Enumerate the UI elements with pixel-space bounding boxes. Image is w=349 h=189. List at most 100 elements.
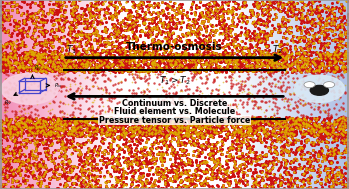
Point [174, 164, 179, 167]
Point [22, 124, 27, 127]
Point [82, 174, 87, 177]
Point [196, 44, 202, 47]
Point [170, 13, 175, 16]
Point [15, 167, 21, 170]
Point [264, 67, 270, 70]
Point [240, 171, 246, 174]
Point [127, 143, 133, 146]
Point [102, 67, 107, 70]
Point [139, 131, 144, 134]
Point [90, 60, 96, 63]
Point [318, 147, 324, 150]
Point [265, 117, 271, 120]
Point [126, 68, 132, 71]
Point [81, 63, 86, 66]
Point [309, 165, 315, 168]
Point [339, 58, 344, 61]
Point [216, 162, 222, 165]
Point [335, 43, 341, 46]
Point [165, 60, 171, 63]
Point [53, 171, 59, 174]
Point [283, 31, 288, 34]
Point [111, 49, 116, 52]
Point [331, 89, 336, 92]
Point [183, 116, 188, 119]
Point [223, 123, 228, 126]
Point [144, 54, 149, 57]
Point [147, 181, 153, 184]
Point [240, 176, 246, 179]
Point [297, 46, 303, 49]
Point [263, 100, 269, 103]
Point [313, 126, 318, 129]
Point [162, 136, 168, 139]
Point [111, 139, 116, 142]
Point [280, 181, 285, 184]
Point [315, 5, 321, 8]
Point [301, 52, 307, 55]
Point [315, 15, 321, 18]
Point [313, 64, 318, 67]
Point [288, 134, 294, 137]
Point [289, 137, 295, 140]
Point [301, 174, 306, 177]
Point [62, 130, 68, 133]
Point [316, 52, 321, 55]
Point [59, 68, 64, 71]
Point [248, 117, 254, 120]
Point [142, 54, 147, 57]
Point [309, 160, 314, 163]
Point [300, 104, 306, 107]
Point [229, 147, 234, 150]
Point [268, 89, 274, 92]
Point [284, 127, 290, 130]
Point [228, 30, 233, 33]
Point [4, 160, 9, 163]
Point [73, 120, 78, 123]
Point [133, 111, 138, 114]
Point [39, 60, 44, 63]
Point [35, 4, 40, 7]
Point [119, 127, 124, 130]
Point [236, 85, 242, 88]
Point [28, 70, 33, 73]
Point [205, 119, 210, 122]
Point [159, 170, 164, 173]
Point [190, 164, 195, 167]
Point [40, 165, 46, 168]
Point [67, 129, 72, 132]
Point [104, 11, 110, 14]
Point [132, 171, 138, 174]
Point [94, 163, 99, 166]
Point [74, 89, 80, 92]
Point [281, 166, 286, 169]
Point [149, 142, 155, 145]
Point [272, 54, 277, 57]
Point [161, 36, 167, 39]
Point [279, 43, 284, 46]
Point [175, 53, 181, 57]
Point [275, 31, 281, 34]
Point [87, 16, 93, 19]
Point [54, 3, 59, 6]
Point [68, 53, 73, 56]
Point [202, 27, 208, 30]
Point [235, 137, 240, 140]
Point [161, 23, 166, 26]
Point [138, 53, 143, 56]
Point [37, 41, 42, 44]
Point [269, 130, 275, 133]
Point [256, 75, 261, 78]
Point [305, 41, 311, 44]
Point [145, 52, 150, 55]
Point [168, 64, 174, 67]
Point [12, 133, 18, 136]
Point [149, 21, 155, 24]
Point [128, 26, 133, 29]
Point [163, 118, 169, 121]
Point [280, 3, 285, 6]
Point [299, 146, 305, 149]
Point [276, 183, 282, 186]
Point [250, 184, 255, 187]
Point [320, 21, 326, 24]
